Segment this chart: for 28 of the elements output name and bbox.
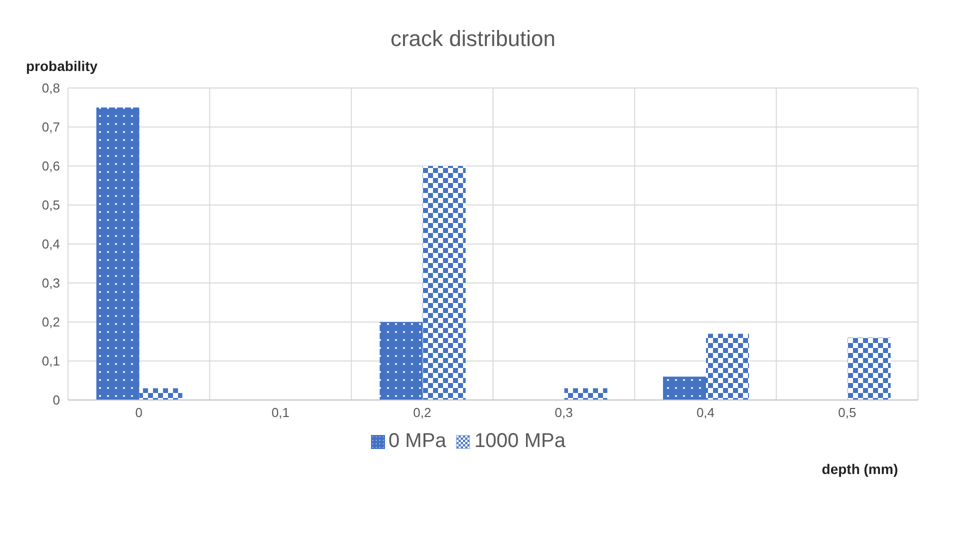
x-tick-label: 0 <box>135 405 142 420</box>
legend-label: 1000 MPa <box>474 430 566 452</box>
y-tick-label: 0,2 <box>42 314 60 330</box>
bar <box>564 388 608 400</box>
y-tick-label: 0 <box>52 392 60 408</box>
bar <box>706 334 749 400</box>
y-tick-label: 0,8 <box>42 80 60 96</box>
legend-label: 0 MPa <box>388 430 446 452</box>
y-tick-label: 0,1 <box>42 354 60 369</box>
y-axis-title: probability <box>26 58 98 74</box>
x-tick-label: 0,4 <box>696 405 715 420</box>
x-tick-label: 0,1 <box>271 405 290 420</box>
bar <box>663 376 706 400</box>
x-tick-label: 0,2 <box>413 405 432 420</box>
bar <box>422 166 466 400</box>
y-tick-label: 0,3 <box>42 276 60 291</box>
bar <box>96 108 140 400</box>
x-tick-label: 0,3 <box>554 405 573 420</box>
y-tick-label: 0,6 <box>42 158 60 174</box>
x-tick-label: 0,5 <box>838 405 856 420</box>
y-tick-label: 0,4 <box>42 236 60 252</box>
bar <box>380 322 423 400</box>
bar <box>139 388 182 400</box>
x-axis-title: depth (mm) <box>822 461 898 477</box>
bar <box>848 338 891 400</box>
y-tick-label: 0,5 <box>42 198 60 213</box>
y-tick-label: 0,7 <box>42 120 60 135</box>
chart-title: crack distribution <box>389 26 557 52</box>
